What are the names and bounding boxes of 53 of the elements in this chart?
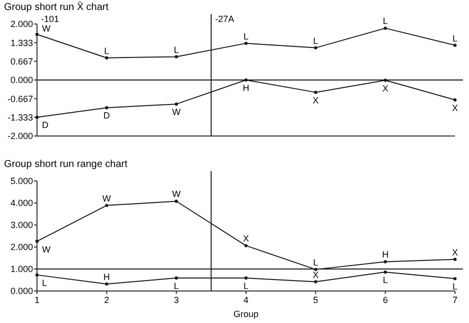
annotation: L <box>382 275 388 286</box>
x-tick-label: 2 <box>104 295 110 305</box>
annotation: W <box>172 107 182 118</box>
annotation: L <box>243 281 249 292</box>
annotation: W <box>172 189 182 200</box>
annotation: H <box>103 272 110 282</box>
annotation: X <box>312 95 319 106</box>
annotation: X <box>452 247 458 258</box>
annotation: L <box>382 16 388 26</box>
y-tick-label: 1.000 <box>10 264 33 274</box>
annotation: L <box>174 44 179 55</box>
annotation: H <box>242 83 250 93</box>
annotation: L <box>104 46 110 56</box>
y-tick-label: 2.000 <box>10 19 33 30</box>
annotation: L <box>313 36 318 46</box>
y-tick-label: 5.000 <box>10 176 33 186</box>
ref-line-label: -27A <box>215 14 234 24</box>
annotation: L <box>452 282 458 292</box>
annotation: W <box>42 244 51 254</box>
annotation: D <box>103 110 110 121</box>
x-tick-label: 5 <box>313 295 318 305</box>
annotation: D <box>42 120 49 130</box>
annotation: W <box>102 193 112 204</box>
annotation: L <box>174 281 179 292</box>
annotation: X <box>312 270 319 280</box>
x-tick-label: 1 <box>34 295 40 305</box>
annotation: -101 <box>41 14 60 24</box>
x-tick-label: 6 <box>382 295 388 305</box>
y-tick-label: -2.000 <box>7 131 33 142</box>
chart-title: Group short run range chart <box>4 159 128 170</box>
annotation: H <box>382 250 389 260</box>
annotation: L <box>42 278 48 288</box>
annotation: X <box>242 234 250 244</box>
annotation: X <box>452 102 458 113</box>
y-tick-label: 0.667 <box>10 56 33 66</box>
x-tick-label: 3 <box>174 295 179 305</box>
x-axis-title: Group <box>233 309 259 319</box>
y-tick-label: 0.000 <box>10 286 33 296</box>
annotation: X <box>382 83 388 94</box>
y-tick-label: 1.333 <box>10 38 33 48</box>
chart-title: Group short run X̄ chart <box>4 1 109 13</box>
y-tick-label: -1.333 <box>7 112 33 122</box>
annotation: L <box>243 31 249 42</box>
annotation: W <box>42 23 51 34</box>
y-tick-label: 3.000 <box>10 220 33 230</box>
y-tick-label: 4.000 <box>10 198 33 208</box>
y-tick-label: 2.000 <box>10 242 33 252</box>
annotation: L <box>452 33 458 44</box>
y-tick-label: 0.000 <box>10 75 33 86</box>
x-tick-label: 7 <box>452 295 458 305</box>
y-tick-label: -0.667 <box>7 94 33 104</box>
x-tick-label: 4 <box>243 295 249 305</box>
annotation: L <box>313 257 318 268</box>
